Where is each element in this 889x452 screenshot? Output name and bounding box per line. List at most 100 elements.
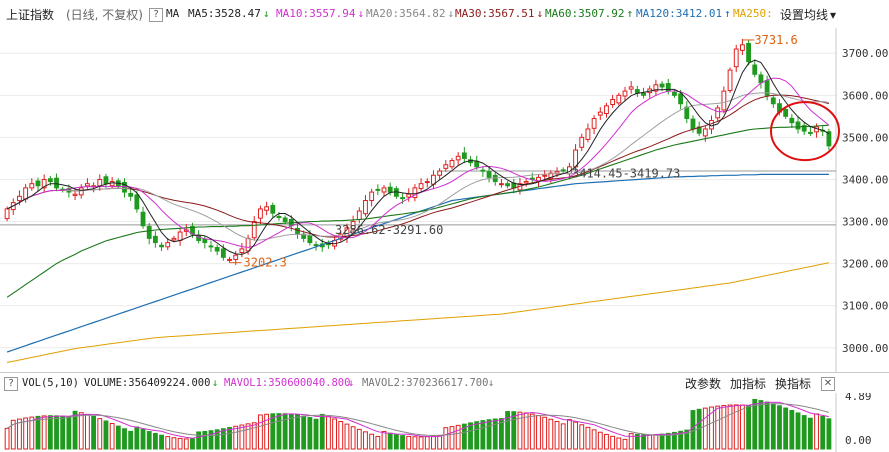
- volume-bar: [449, 426, 455, 450]
- candle-body: [807, 131, 813, 134]
- volume-bar: [152, 433, 158, 450]
- volume-bar: [400, 435, 405, 450]
- volume-bar: [554, 420, 560, 450]
- price-candles: [4, 38, 832, 265]
- volume-bar: [369, 433, 375, 450]
- volume-bar: [820, 415, 826, 450]
- volume-bar: [344, 423, 350, 450]
- candle-body: [659, 83, 665, 88]
- candle-body: [770, 97, 776, 105]
- volume-bar: [560, 423, 566, 450]
- panel-divider: [0, 372, 889, 373]
- volume-bar: [91, 415, 97, 450]
- volume-bar: [85, 413, 90, 450]
- volume-bar: [227, 427, 232, 450]
- candle-body: [499, 183, 504, 186]
- candle-body: [418, 183, 424, 190]
- price-tick-label: 3200.00: [842, 258, 888, 271]
- candle-body: [449, 160, 455, 168]
- price-reference-line: [0, 170, 836, 226]
- volume-bar: [319, 413, 325, 450]
- ma30-line: [6, 94, 830, 238]
- candle-body: [783, 108, 789, 117]
- add-indicator-button[interactable]: 加指标: [730, 377, 767, 391]
- price-chart: 3700.00 3600.00 3500.00 3400.00 3300.00 3200.…: [0, 28, 888, 373]
- volume-bar: [146, 431, 152, 450]
- candle-body: [443, 164, 449, 169]
- mavol2-arrow: ↓: [488, 377, 495, 389]
- candle-body: [202, 238, 208, 244]
- switch-indicator-button[interactable]: 换指标: [775, 377, 812, 391]
- ma-label: MA: [166, 7, 180, 20]
- candle-body: [610, 99, 616, 105]
- candle-body: [424, 181, 430, 184]
- volume-bar: [406, 435, 412, 450]
- volume-bar: [35, 415, 41, 450]
- volume-bar: [752, 398, 758, 450]
- candle-body: [146, 225, 152, 239]
- volume-bar: [78, 412, 84, 450]
- volume-bar: [814, 413, 819, 450]
- candle-body: [505, 183, 511, 187]
- mavol2-value: MAVOL2:370236617.700: [362, 377, 489, 389]
- ma250-line: [6, 262, 829, 363]
- price-tick-label: 3300.00: [842, 216, 888, 229]
- ma20-arrow: ↓: [447, 7, 455, 20]
- candle-body: [270, 204, 276, 214]
- candle-body: [251, 221, 257, 239]
- volume-bar: [461, 423, 467, 450]
- volume-bar: [270, 413, 276, 450]
- volume-bar: [573, 421, 578, 450]
- volume-bar: [60, 415, 66, 450]
- close-icon[interactable]: ✕: [821, 377, 835, 391]
- candle-body: [597, 111, 603, 116]
- mavol2-line: [6, 403, 830, 436]
- volume-bar: [109, 422, 115, 450]
- candle-body: [795, 121, 801, 130]
- volume-bar: [356, 428, 362, 450]
- volume-bar: [777, 405, 782, 450]
- ma120-text: MA120:3412.01: [636, 7, 723, 20]
- candle-body: [684, 106, 690, 119]
- settings-icon[interactable]: ?: [149, 8, 163, 22]
- volume-bar: [134, 426, 140, 450]
- volume-bar: [140, 428, 146, 450]
- help-icon[interactable]: ?: [4, 377, 18, 391]
- candle-body: [17, 195, 22, 202]
- volume-bar: [183, 438, 189, 450]
- candle-body: [307, 235, 313, 244]
- volume-bar: [807, 417, 813, 450]
- volume-value: VOLUME:356409224.000: [84, 377, 211, 389]
- volume-bar: [363, 431, 368, 450]
- change-params-button[interactable]: 改参数: [685, 377, 722, 391]
- volume-bar: [715, 405, 721, 450]
- candle-body: [752, 64, 758, 75]
- volume-bar: [437, 434, 443, 450]
- price-grid: [0, 28, 837, 373]
- volume-chart: 4.89 0.00: [4, 393, 872, 452]
- volume-bar: [536, 415, 541, 450]
- volume-bar: [733, 404, 739, 450]
- vol-label: VOL(5,10): [22, 377, 79, 389]
- volume-bar: [622, 438, 628, 450]
- candle-body: [412, 187, 418, 199]
- highlight-circle: [770, 101, 840, 162]
- candle-body: [758, 74, 764, 84]
- volume-bar: [511, 411, 517, 450]
- candle-body: [78, 187, 84, 196]
- chevron-down-icon: ▾: [830, 8, 837, 22]
- candle-body: [622, 90, 628, 97]
- volume-bar: [128, 430, 134, 450]
- vol-tick-label: 0.00: [845, 434, 872, 447]
- price-annotations: 3731.6 3202.3 3286.62-3291.60 3414.45-3419.…: [229, 33, 840, 270]
- settings-ma-button[interactable]: 设置均线 ▾: [780, 6, 836, 23]
- volume-bar: [115, 425, 121, 450]
- volume-bar: [826, 418, 832, 450]
- volume-bar: [746, 405, 751, 450]
- volume-arrow: ↓: [212, 377, 219, 389]
- volume-bar: [566, 419, 572, 450]
- volume-bar: [678, 430, 684, 450]
- volume-bar: [23, 417, 29, 450]
- volume-bar: [505, 411, 511, 450]
- volume-bar: [17, 418, 22, 450]
